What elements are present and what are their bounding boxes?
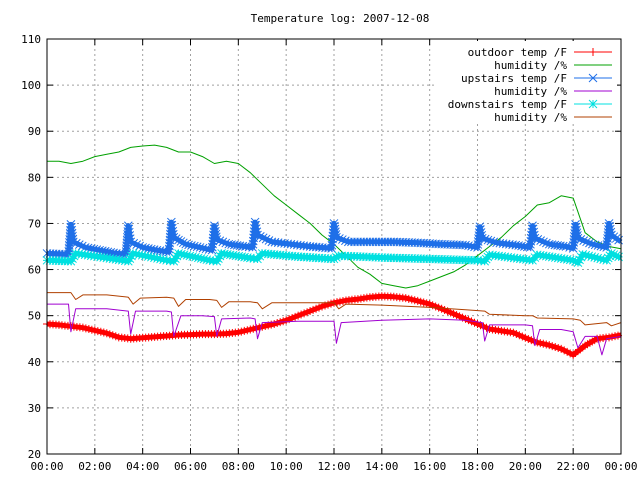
y-tick-label: 80 [28, 171, 41, 184]
legend-label: downstairs temp /F [448, 98, 567, 111]
x-tick-label: 02:00 [78, 460, 111, 473]
chart-title: Temperature log: 2007-12-08 [251, 12, 430, 25]
y-tick-label: 110 [21, 33, 41, 46]
x-tick-label: 20:00 [509, 460, 542, 473]
x-tick-label: 18:00 [461, 460, 494, 473]
legend-label: upstairs temp /F [461, 72, 567, 85]
x-tick-label: 08:00 [222, 460, 255, 473]
series-4 [47, 303, 622, 356]
y-tick-label: 70 [28, 217, 41, 230]
y-tick-label: 60 [28, 264, 41, 277]
y-tick-label: 30 [28, 402, 41, 415]
legend-item-1: outdoor temp /F [468, 46, 612, 59]
legend-marker [589, 48, 597, 56]
y-tick-label: 100 [21, 79, 41, 92]
x-tick-label: 22:00 [557, 460, 590, 473]
legend-item-5: downstairs temp /F [448, 98, 612, 111]
series-layer [42, 144, 623, 359]
legend-label: humidity /% [494, 85, 567, 98]
series-line-6 [47, 292, 622, 327]
y-tick-label: 90 [28, 125, 41, 138]
y-tick-label: 20 [28, 448, 41, 461]
x-tick-label: 06:00 [174, 460, 207, 473]
legend-marker [588, 99, 598, 109]
legend-item-6: humidity /% [494, 111, 612, 124]
legend-marker [588, 73, 598, 83]
x-tick-label: 16:00 [413, 460, 446, 473]
x-tick-label: 14:00 [365, 460, 398, 473]
y-tick-label: 50 [28, 310, 41, 323]
axis-layer: 20 30 40 50 60 70 80 90 100 110 00:00 02:00 04:00 06:… [21, 33, 637, 473]
series-6 [47, 292, 622, 327]
x-tick-label: 00:00 [604, 460, 637, 473]
x-tick-label: 04:00 [126, 460, 159, 473]
legend-item-3: upstairs temp /F [461, 72, 612, 85]
series-line-4 [47, 303, 622, 356]
x-tick-label: 10:00 [270, 460, 303, 473]
x-tick-label: 12:00 [317, 460, 350, 473]
x-tick-label: 00:00 [30, 460, 63, 473]
legend-item-2: humidity /% [494, 59, 612, 72]
legend-label: outdoor temp /F [468, 46, 567, 59]
legend-label: humidity /% [494, 59, 567, 72]
legend-label: humidity /% [494, 111, 567, 124]
legend-item-4: humidity /% [494, 85, 612, 98]
y-tick-label: 40 [28, 356, 41, 369]
legend-background [434, 41, 617, 121]
